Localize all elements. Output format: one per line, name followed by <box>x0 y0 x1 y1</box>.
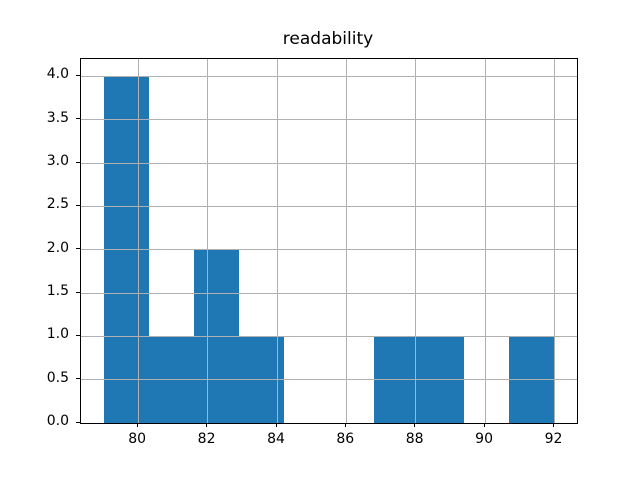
grid-line-vertical <box>276 59 278 423</box>
grid-line-vertical <box>207 59 209 423</box>
y-tick-label: 3.0 <box>46 153 69 169</box>
y-tick-mark <box>76 421 80 423</box>
grid-line-horizontal <box>81 335 577 337</box>
grid-line-horizontal <box>81 162 577 164</box>
plot-area <box>80 58 578 424</box>
grid-line-vertical <box>415 59 417 423</box>
y-tick-mark <box>76 334 80 336</box>
y-tick-mark <box>76 161 80 163</box>
x-tick-mark <box>275 423 277 427</box>
x-tick-label: 92 <box>544 431 563 447</box>
grid-line-vertical <box>137 59 139 423</box>
y-tick-label: 1.5 <box>46 283 69 299</box>
y-tick-mark <box>76 291 80 293</box>
y-tick-label: 0.0 <box>46 413 69 429</box>
x-tick-label: 82 <box>197 431 216 447</box>
grid-line-horizontal <box>81 249 577 251</box>
x-tick-mark <box>344 423 346 427</box>
x-tick-label: 84 <box>267 431 285 447</box>
x-tick-label: 86 <box>336 431 355 447</box>
y-tick-mark <box>76 118 80 120</box>
y-tick-label: 1.0 <box>46 326 69 343</box>
y-tick-mark <box>76 74 80 76</box>
grid-line-vertical <box>484 59 486 423</box>
grid-line-vertical <box>345 59 347 423</box>
chart-title: readability <box>282 29 374 49</box>
grid-line-horizontal <box>81 205 577 207</box>
y-tick-label: 2.0 <box>46 239 69 256</box>
grid-line-horizontal <box>81 292 577 294</box>
x-tick-mark <box>414 423 416 427</box>
y-tick-label: 2.5 <box>46 196 69 213</box>
y-tick-mark <box>76 378 80 380</box>
grid-line-vertical <box>554 59 555 423</box>
y-tick-mark <box>76 248 80 250</box>
grid-line-horizontal <box>81 379 577 381</box>
x-tick-label: 80 <box>128 431 147 447</box>
x-tick-mark <box>483 423 485 427</box>
y-tick-mark <box>76 204 80 206</box>
grid-line-horizontal <box>81 119 577 121</box>
y-tick-label: 0.5 <box>46 369 69 386</box>
x-tick-label: 88 <box>405 431 424 447</box>
y-tick-label: 4.0 <box>46 66 69 83</box>
x-tick-mark <box>136 423 138 427</box>
x-tick-mark <box>206 423 208 427</box>
grid-line-horizontal <box>81 75 577 77</box>
x-tick-mark <box>553 423 554 427</box>
x-tick-label: 90 <box>475 431 493 447</box>
y-tick-label: 3.5 <box>46 109 69 126</box>
